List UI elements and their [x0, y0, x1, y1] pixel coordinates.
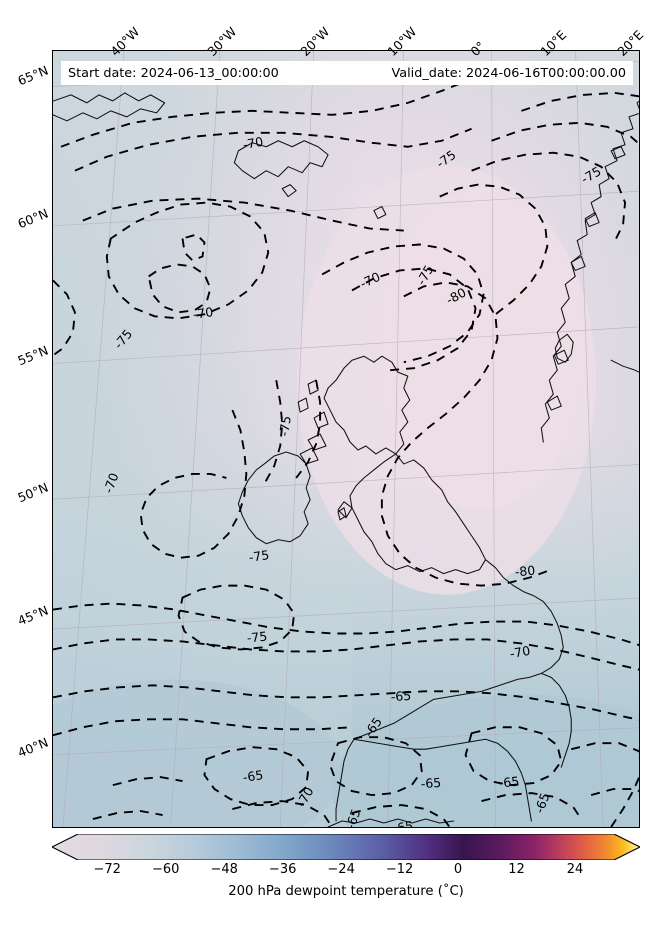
start-date-label: Start date: 2024-06-13_00:00:00	[68, 65, 279, 81]
valid-date-label: Valid_date: 2024-06-16T00:00:00.00	[391, 65, 626, 81]
title-banner: Start date: 2024-06-13_00:00:00 Valid_da…	[61, 61, 633, 85]
contour-label: -70	[191, 304, 215, 322]
colorbar-tick-label: −24	[327, 862, 355, 877]
colorbar[interactable]: −72 −60 −48 −36 −24 −12 0 12 24 200 hPa dewpoint…	[52, 834, 640, 899]
lat-tick-label: 60°N	[15, 205, 51, 232]
lat-tick-label: 65°N	[15, 62, 51, 89]
contour-label: -80	[514, 562, 536, 580]
contour-lines	[53, 68, 639, 827]
contour-label: -65	[241, 767, 265, 785]
map-axes[interactable]: -70 -75 -75 -70 -75 -70 -75 -80 -75 -70 -75 -80 -75-…	[52, 50, 640, 828]
colorbar-tick-label: −36	[268, 862, 297, 877]
colorbar-tick-label: −48	[210, 862, 238, 877]
colorbar-title: 200 hPa dewpoint temperature (˚C)	[228, 884, 464, 899]
coastlines	[53, 92, 639, 827]
colorbar-tick-label: −60	[151, 862, 180, 877]
map-plot-area	[53, 51, 639, 827]
colorbar-tick-label: 0	[453, 862, 463, 877]
colorbar-tick-label: 12	[508, 862, 525, 877]
contour-label: -65	[420, 774, 442, 792]
contour-label: -75	[246, 628, 268, 646]
colorbar-tick-label: −72	[93, 862, 121, 877]
lat-tick-label: 45°N	[15, 602, 51, 629]
contour-label: -65	[498, 773, 520, 791]
lat-tick-label: 55°N	[15, 342, 51, 369]
contour-label: -65	[390, 687, 412, 705]
scalar-field-fill	[53, 51, 639, 827]
lat-tick-label: 40°N	[15, 734, 51, 761]
contour-label: -75	[276, 414, 294, 438]
contour-label: -75	[247, 547, 271, 565]
colorbar-gradient	[52, 834, 640, 860]
colorbar-tick-label: −12	[385, 862, 414, 877]
lat-tick-label: 50°N	[15, 479, 51, 506]
colorbar-tick-label: 24	[566, 862, 584, 877]
